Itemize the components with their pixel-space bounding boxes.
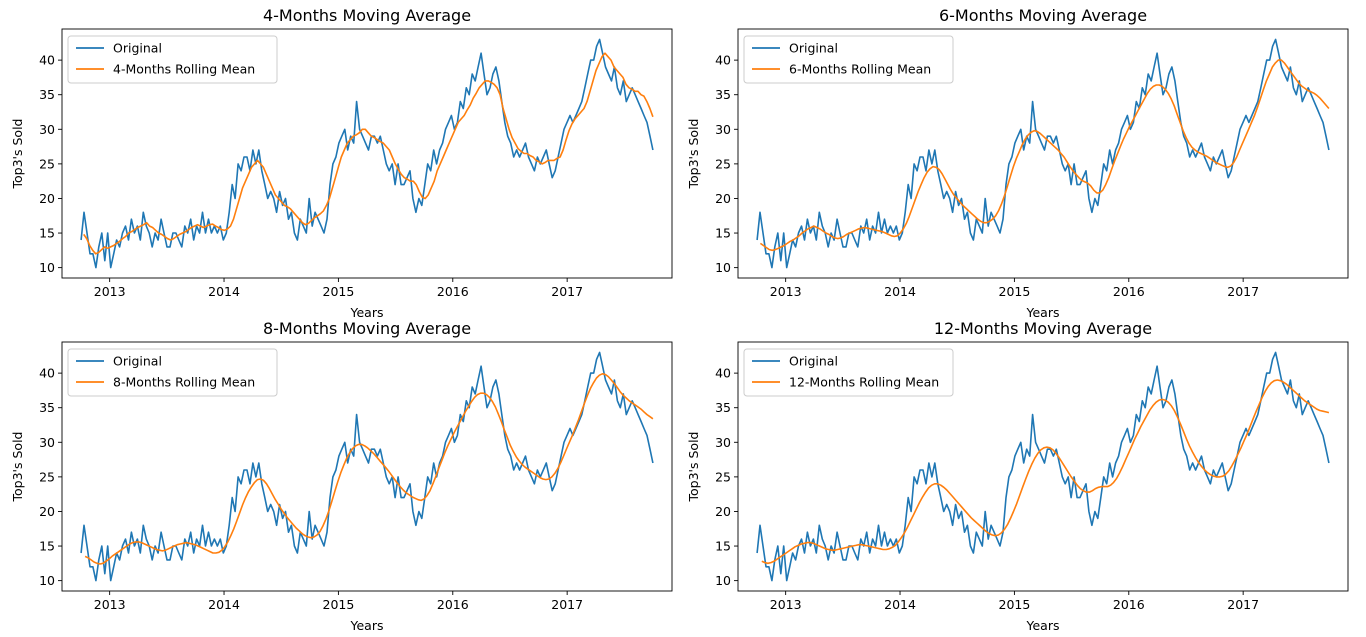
legend: Original 12-Months Rolling Mean bbox=[743, 348, 954, 397]
y-tick-label: 40 bbox=[715, 53, 731, 68]
x-tick-label: 2016 bbox=[437, 284, 469, 299]
x-axis-label: Years bbox=[1026, 618, 1060, 633]
subplot-2: 10 15 20 25 30 35 40 2013 2014 2015 2016 2017 6-Mont… bbox=[686, 6, 1349, 320]
y-tick-label: 30 bbox=[715, 435, 731, 450]
legend: Original 4-Months Rolling Mean bbox=[67, 35, 278, 84]
y-tick-label: 35 bbox=[715, 400, 731, 415]
y-tick-label: 35 bbox=[39, 400, 55, 415]
series-line-original bbox=[80, 38, 654, 269]
y-tick-label: 25 bbox=[39, 156, 55, 171]
y-tick-label: 10 bbox=[39, 573, 55, 588]
x-tick-label: 2013 bbox=[770, 597, 802, 612]
x-axis-label: Years bbox=[350, 618, 384, 633]
series-line-original bbox=[756, 351, 1330, 582]
y-tick-label: 15 bbox=[715, 226, 731, 241]
subplot-title: 12-Months Moving Average bbox=[934, 319, 1152, 338]
legend-label: 8-Months Rolling Mean bbox=[113, 375, 255, 390]
y-tick-label: 30 bbox=[715, 122, 731, 137]
x-tick-label: 2013 bbox=[94, 597, 126, 612]
x-tick-label: 2014 bbox=[884, 284, 916, 299]
series-line-original bbox=[756, 38, 1330, 269]
series-line-rolling-mean bbox=[83, 52, 654, 255]
y-tick-label: 20 bbox=[715, 504, 731, 519]
series-line-rolling-mean bbox=[759, 59, 1330, 252]
legend-box bbox=[67, 348, 278, 397]
legend-label: 6-Months Rolling Mean bbox=[789, 62, 931, 77]
x-tick-label: 2015 bbox=[999, 597, 1031, 612]
y-tick-label: 15 bbox=[39, 539, 55, 554]
y-axis-label: Top3's Sold bbox=[686, 432, 701, 503]
y-tick-label: 15 bbox=[715, 539, 731, 554]
y-tick-label: 20 bbox=[39, 191, 55, 206]
x-tick-label: 2015 bbox=[323, 284, 355, 299]
legend-label: Original bbox=[113, 41, 162, 56]
legend-label: Original bbox=[113, 354, 162, 369]
y-tick-label: 30 bbox=[39, 435, 55, 450]
y-tick-label: 10 bbox=[715, 573, 731, 588]
y-tick-label: 35 bbox=[39, 87, 55, 102]
legend-box bbox=[743, 35, 954, 84]
x-tick-label: 2014 bbox=[884, 597, 916, 612]
y-tick-label: 25 bbox=[715, 469, 731, 484]
x-axis-label: Years bbox=[1026, 305, 1060, 320]
series-line-original bbox=[80, 351, 654, 582]
subplot-4: 10 15 20 25 30 35 40 2013 2014 2015 2016 2017 12-Mon… bbox=[686, 319, 1349, 633]
x-axis-label: Years bbox=[350, 305, 384, 320]
subplot-title: 6-Months Moving Average bbox=[939, 6, 1147, 25]
series-line-rolling-mean bbox=[761, 379, 1330, 565]
subplot-title: 4-Months Moving Average bbox=[263, 6, 471, 25]
x-tick-label: 2016 bbox=[1113, 284, 1145, 299]
subplot-title: 8-Months Moving Average bbox=[263, 319, 471, 338]
x-tick-label: 2015 bbox=[323, 597, 355, 612]
x-tick-label: 2014 bbox=[208, 597, 240, 612]
y-tick-label: 10 bbox=[715, 260, 731, 275]
x-tick-label: 2015 bbox=[999, 284, 1031, 299]
x-tick-label: 2017 bbox=[551, 284, 583, 299]
y-tick-label: 10 bbox=[39, 260, 55, 275]
y-tick-label: 25 bbox=[39, 469, 55, 484]
y-tick-label: 30 bbox=[39, 122, 55, 137]
subplot-3: 10 15 20 25 30 35 40 2013 2014 2015 2016 2017 8-Mont… bbox=[10, 319, 673, 633]
x-tick-label: 2017 bbox=[1227, 284, 1259, 299]
x-tick-label: 2016 bbox=[437, 597, 469, 612]
x-tick-label: 2014 bbox=[208, 284, 240, 299]
y-tick-label: 40 bbox=[39, 366, 55, 381]
x-tick-label: 2017 bbox=[1227, 597, 1259, 612]
y-tick-label: 15 bbox=[39, 226, 55, 241]
subplot-1: 10 15 20 25 30 35 40 2013 2014 2015 2016 2017 4-Mont… bbox=[10, 6, 673, 320]
x-tick-label: 2016 bbox=[1113, 597, 1145, 612]
y-tick-label: 25 bbox=[715, 156, 731, 171]
y-axis-label: Top3's Sold bbox=[10, 432, 25, 503]
y-axis-label: Top3's Sold bbox=[686, 119, 701, 190]
legend: Original 8-Months Rolling Mean bbox=[67, 348, 278, 397]
legend-label: Original bbox=[789, 354, 838, 369]
x-tick-label: 2017 bbox=[551, 597, 583, 612]
x-tick-label: 2013 bbox=[770, 284, 802, 299]
y-tick-label: 40 bbox=[39, 53, 55, 68]
legend-label: 4-Months Rolling Mean bbox=[113, 62, 255, 77]
y-tick-label: 20 bbox=[715, 191, 731, 206]
y-tick-label: 20 bbox=[39, 504, 55, 519]
legend-box bbox=[743, 348, 954, 397]
legend: Original 6-Months Rolling Mean bbox=[743, 35, 954, 84]
y-axis-label: Top3's Sold bbox=[10, 119, 25, 190]
legend-label: Original bbox=[789, 41, 838, 56]
y-tick-label: 35 bbox=[715, 87, 731, 102]
legend-box bbox=[67, 35, 278, 84]
x-tick-label: 2013 bbox=[94, 284, 126, 299]
legend-label: 12-Months Rolling Mean bbox=[789, 375, 939, 390]
series-line-rolling-mean bbox=[84, 372, 654, 565]
y-tick-label: 40 bbox=[715, 366, 731, 381]
